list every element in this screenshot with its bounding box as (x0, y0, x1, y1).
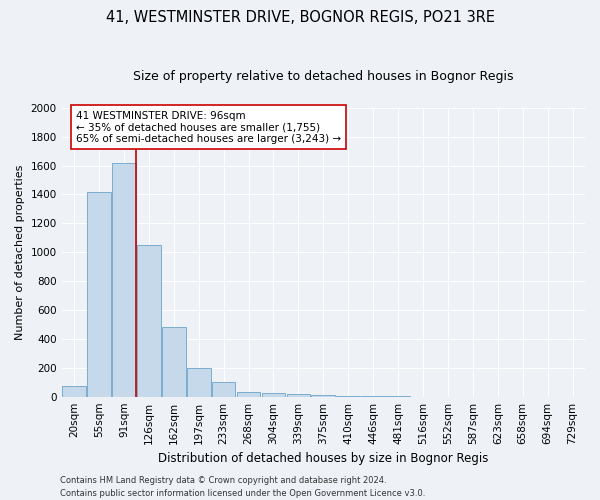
Bar (311, 394, 335, 396)
Bar (237, 392, 260, 396)
Bar (137, 245, 161, 396)
X-axis label: Distribution of detached houses by size in Bognor Regis: Distribution of detached houses by size … (158, 452, 488, 465)
Bar (187, 368, 211, 396)
Bar (162, 328, 185, 396)
Title: Size of property relative to detached houses in Bognor Regis: Size of property relative to detached ho… (133, 70, 514, 83)
Bar (212, 382, 235, 396)
Text: 41 WESTMINSTER DRIVE: 96sqm
← 35% of detached houses are smaller (1,755)
65% of : 41 WESTMINSTER DRIVE: 96sqm ← 35% of det… (76, 110, 341, 144)
Bar (287, 394, 310, 396)
Bar (87, 192, 111, 396)
Bar (262, 393, 286, 396)
Bar (112, 162, 136, 396)
Y-axis label: Number of detached properties: Number of detached properties (15, 164, 25, 340)
Text: Contains HM Land Registry data © Crown copyright and database right 2024.
Contai: Contains HM Land Registry data © Crown c… (60, 476, 425, 498)
Bar (62, 386, 86, 396)
Text: 41, WESTMINSTER DRIVE, BOGNOR REGIS, PO21 3RE: 41, WESTMINSTER DRIVE, BOGNOR REGIS, PO2… (106, 10, 494, 25)
